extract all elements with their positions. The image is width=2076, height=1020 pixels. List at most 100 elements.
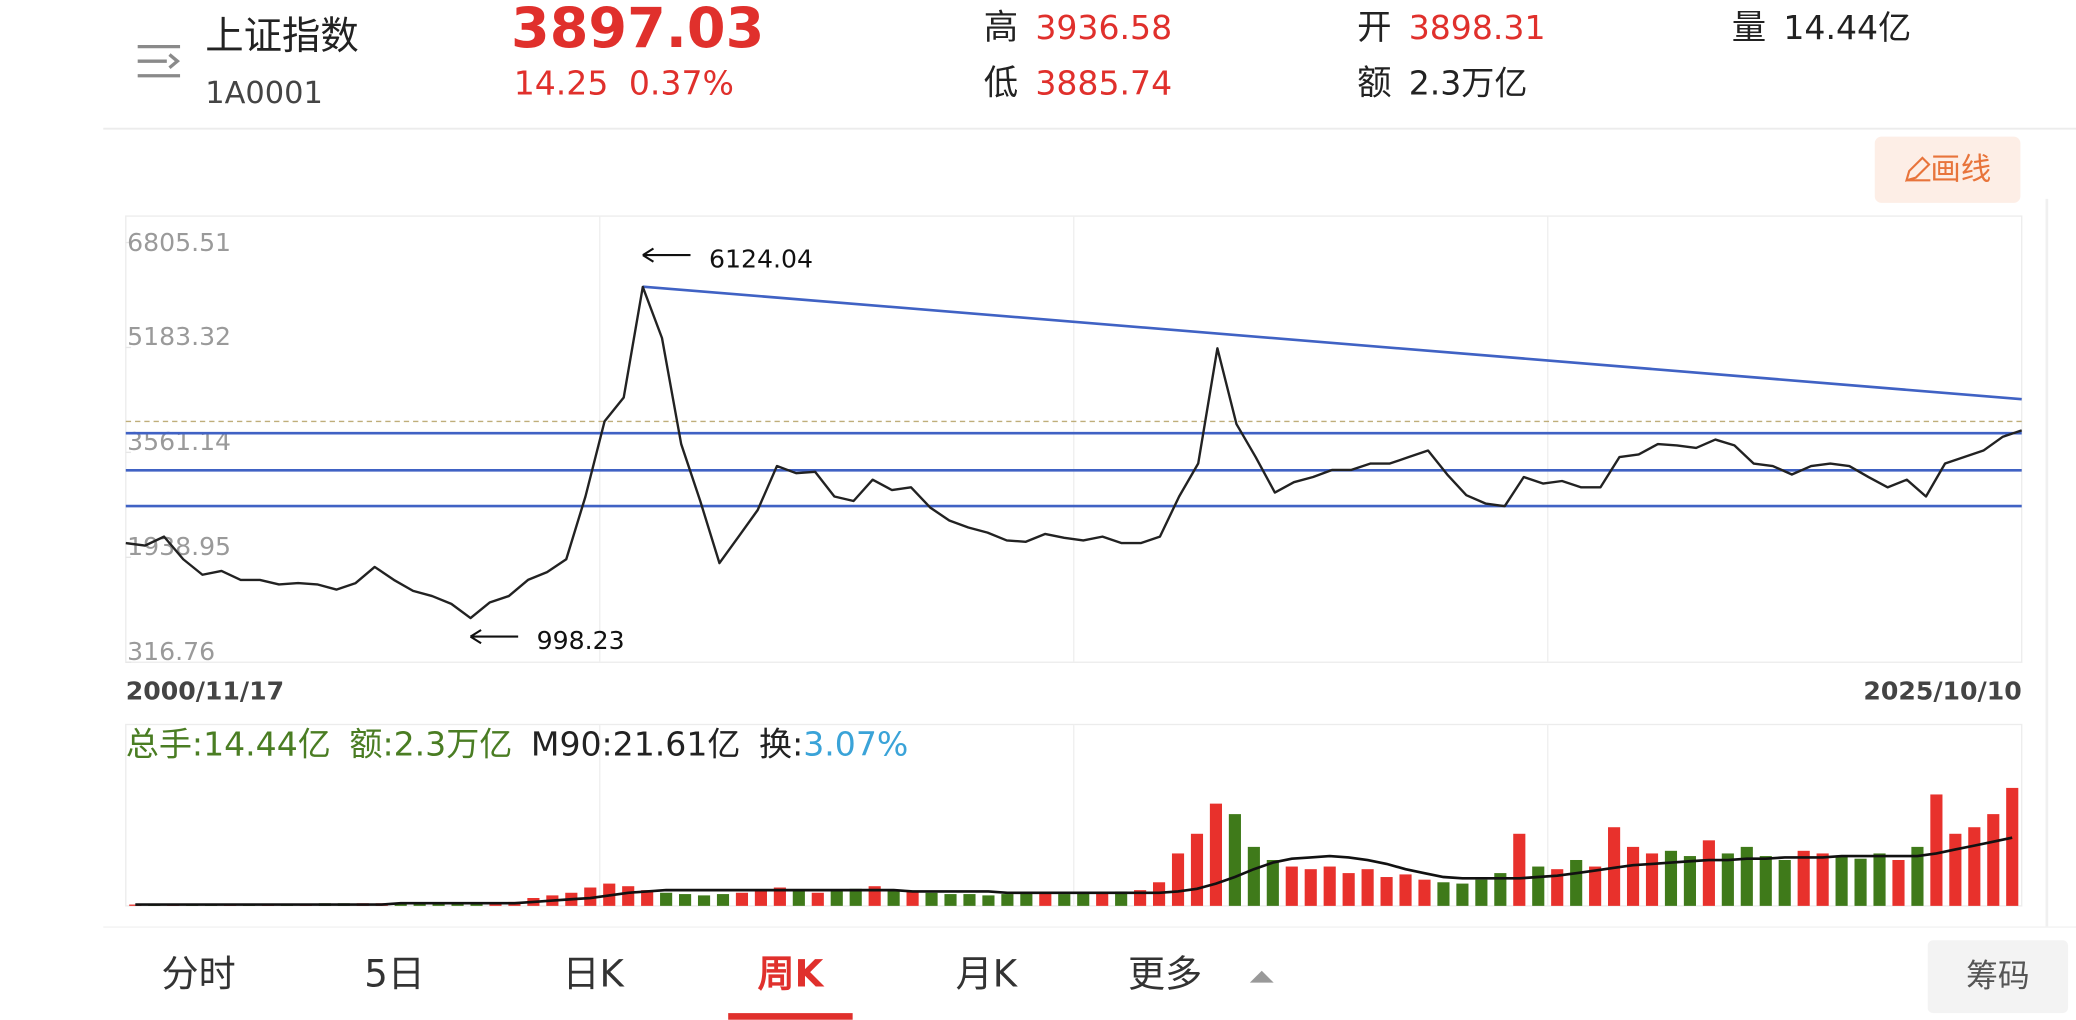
legend-item: 额:2.3万亿 <box>349 724 512 763</box>
volume-bar <box>1323 866 1336 906</box>
volume-bar <box>2006 787 2019 906</box>
volume-bar <box>1930 794 1943 906</box>
chips-button[interactable]: 筹码 <box>1927 940 2069 1014</box>
volume-bar <box>982 895 995 906</box>
volume-bar <box>394 903 407 906</box>
volume-bar <box>1285 866 1298 906</box>
volume-bar <box>1721 853 1734 906</box>
volume-bar <box>470 903 483 906</box>
legend-item: M90:21.61亿 <box>531 724 741 763</box>
volume-bar <box>1190 833 1204 906</box>
tab[interactable]: 更多 <box>1128 953 1202 996</box>
volume-value: 14.44亿 <box>1783 8 1911 47</box>
volume-bar <box>679 894 692 906</box>
volume-bar <box>1702 840 1715 906</box>
volume-bar <box>1039 892 1052 906</box>
volume-bar <box>1570 859 1583 906</box>
volume-bar <box>1551 869 1564 906</box>
amount-label: 额 <box>1357 64 1391 104</box>
volume-bar <box>1513 833 1526 906</box>
tab[interactable]: 5日 <box>364 953 425 996</box>
x-tick-label: 2025/10/10 <box>1863 677 2021 706</box>
volume-bar <box>1228 814 1241 906</box>
volume-bar <box>1589 866 1602 906</box>
volume-legend: 总手:14.44亿 额:2.3万亿 M90:21.61亿 换:3.07% <box>126 724 909 763</box>
draw-button-bg <box>1874 136 2021 203</box>
volume-bar <box>1361 869 1374 906</box>
more-arrow[interactable] <box>1249 970 1274 983</box>
volume-bar <box>1835 856 1848 906</box>
amount-value: 2.3万亿 <box>1409 64 1528 103</box>
tab[interactable]: 月K <box>956 953 1019 996</box>
open-label: 开 <box>1357 8 1391 48</box>
index-name: 上证指数 <box>205 14 359 59</box>
volume-bar <box>1020 892 1033 906</box>
price-change-pct: 0.37% <box>629 64 734 103</box>
y-tick-label: 5183.32 <box>127 322 231 351</box>
volume-bar <box>1266 859 1279 906</box>
index-code: 1A0001 <box>205 76 323 111</box>
volume-bar <box>1854 858 1867 906</box>
volume-bar <box>1494 873 1507 906</box>
volume-bar <box>1209 803 1223 906</box>
volume-bar <box>1759 856 1772 906</box>
volume-bar <box>413 903 426 906</box>
y-tick-label: 3561.14 <box>127 427 231 456</box>
tab[interactable]: 分时 <box>162 953 236 996</box>
legend-item: 3.07% <box>803 724 908 763</box>
low-label: 低 <box>984 64 1018 104</box>
menu-icon[interactable] <box>137 44 181 78</box>
volume-bar <box>432 903 445 906</box>
volume-bar <box>792 890 805 906</box>
volume-bar <box>1096 892 1109 906</box>
volume-bar <box>1418 879 1431 906</box>
menu-arrow <box>168 53 180 70</box>
volume-bar <box>1664 850 1678 906</box>
volume-bar <box>1077 892 1090 906</box>
tab-indicator <box>728 1013 853 1020</box>
volume-bar <box>1778 859 1791 906</box>
ma-line <box>135 836 2013 906</box>
x-tick-label: 2000/11/17 <box>126 677 284 706</box>
low-value: 3885.74 <box>1035 64 1172 103</box>
volume-bar <box>830 891 843 906</box>
pencil-icon <box>1904 156 1931 182</box>
volume-bar <box>906 891 919 906</box>
volume-bar <box>1797 850 1810 906</box>
volume-bar <box>1873 853 1886 906</box>
volume-bar <box>489 903 502 906</box>
high-value: 3936.58 <box>1035 8 1172 47</box>
volume-bar <box>1001 894 1014 906</box>
tab[interactable]: 周K <box>758 953 825 996</box>
chips-button-bg <box>1927 940 2069 1014</box>
volume-bar <box>754 890 767 906</box>
volume-bar <box>944 894 957 906</box>
annotation-label: 998.23 <box>537 626 625 655</box>
trend-line <box>642 285 2022 401</box>
volume-bar <box>1949 833 1962 906</box>
volume-bar <box>1058 894 1071 906</box>
volume-bar <box>1911 846 1924 906</box>
volume-bar <box>660 892 673 906</box>
draw-button[interactable]: 画线 <box>1874 136 2021 203</box>
legend-item: 换: <box>759 724 803 763</box>
tab[interactable]: 日K <box>562 953 625 996</box>
volume-bar <box>1987 814 2000 906</box>
volume-bar <box>641 890 654 906</box>
y-tick-label: 6805.51 <box>127 228 231 257</box>
price-change: 14.25 <box>514 64 609 103</box>
volume-bar <box>1968 827 1981 906</box>
volume-bar <box>963 894 976 906</box>
volume-bar <box>129 904 142 906</box>
price-line <box>125 285 2023 620</box>
volume-bar <box>925 892 938 906</box>
volume-bar <box>1740 846 1753 906</box>
volume-bar <box>622 886 635 906</box>
volume-bar <box>735 892 749 906</box>
volume-bar <box>1342 873 1355 906</box>
high-label: 高 <box>984 8 1018 48</box>
volume-bar <box>697 895 711 906</box>
volume-bar <box>1399 874 1412 906</box>
